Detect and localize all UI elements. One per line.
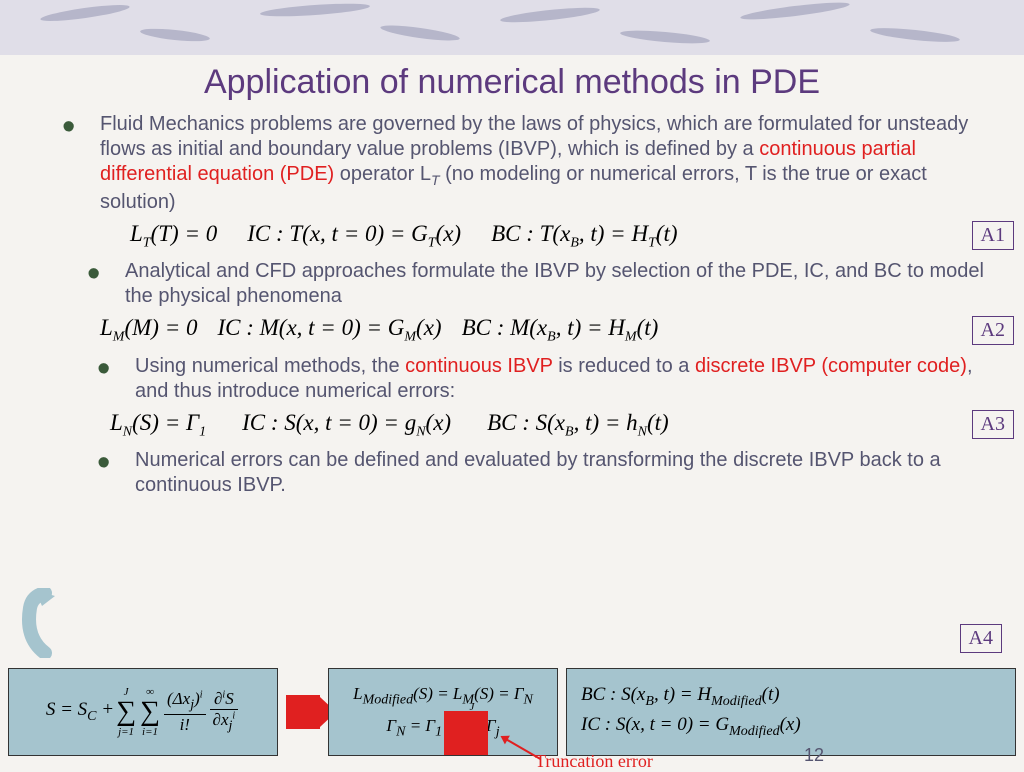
red-arrow-icon [286, 695, 320, 729]
decorative-banner [0, 0, 1024, 55]
red-highlight-square [444, 711, 488, 755]
slide-title: Application of numerical methods in PDE [0, 63, 1024, 102]
box-modified-operator: LModified(S) = LM(S) = ΓN ΓN = Γ1 + ∑Jj=… [328, 668, 558, 756]
tag-a4: A4 [960, 624, 1002, 653]
curved-arrow-icon [20, 588, 70, 658]
tag-a3: A3 [972, 410, 1014, 439]
bullet-2: Analytical and CFD approaches formulate … [95, 259, 994, 309]
equation-row-a3: LN(S) = Γ1 IC : S(x, t = 0) = gN(x) BC :… [110, 410, 994, 441]
bullet-1: Fluid Mechanics problems are governed by… [70, 112, 994, 215]
eq-a2-ic: IC : M(x, t = 0) = GM(x) [217, 315, 441, 346]
box-taylor-series: S = SC + ∑Jj=1 ∑∞i=1 (Δxj)ii! ∂iS∂xji [8, 668, 278, 756]
eq-a1-ic: IC : T(x, t = 0) = GT(x) [247, 221, 461, 252]
eq-a1-l: LT(T) = 0 [130, 221, 217, 252]
eq-a1-bc: BC : T(xB, t) = HT(t) [491, 221, 677, 252]
eq-a3-l: LN(S) = Γ1 [110, 410, 206, 441]
slide-content: Fluid Mechanics problems are governed by… [0, 112, 1024, 498]
eq-a2-l: LM(M) = 0 [100, 315, 197, 346]
eq-a3-ic: IC : S(x, t = 0) = gN(x) [242, 410, 451, 441]
equation-row-a2: LM(M) = 0 IC : M(x, t = 0) = GM(x) BC : … [100, 315, 994, 346]
equation-row-a1: LT(T) = 0 IC : T(x, t = 0) = GT(x) BC : … [130, 221, 994, 252]
box-modified-bc-ic: BC : S(xB, t) = HModified(t) IC : S(x, t… [566, 668, 1016, 756]
eq-a2-bc: BC : M(xB, t) = HM(t) [462, 315, 659, 346]
tag-a2: A2 [972, 316, 1014, 345]
page-number: 12 [804, 745, 824, 766]
tag-a1: A1 [972, 221, 1014, 250]
bullet-4: Numerical errors can be defined and eval… [105, 448, 994, 498]
eq-a3-bc: BC : S(xB, t) = hN(t) [487, 410, 669, 441]
truncation-label: Truncation error [535, 751, 653, 772]
bullet-3: Using numerical methods, the continuous … [105, 354, 994, 404]
